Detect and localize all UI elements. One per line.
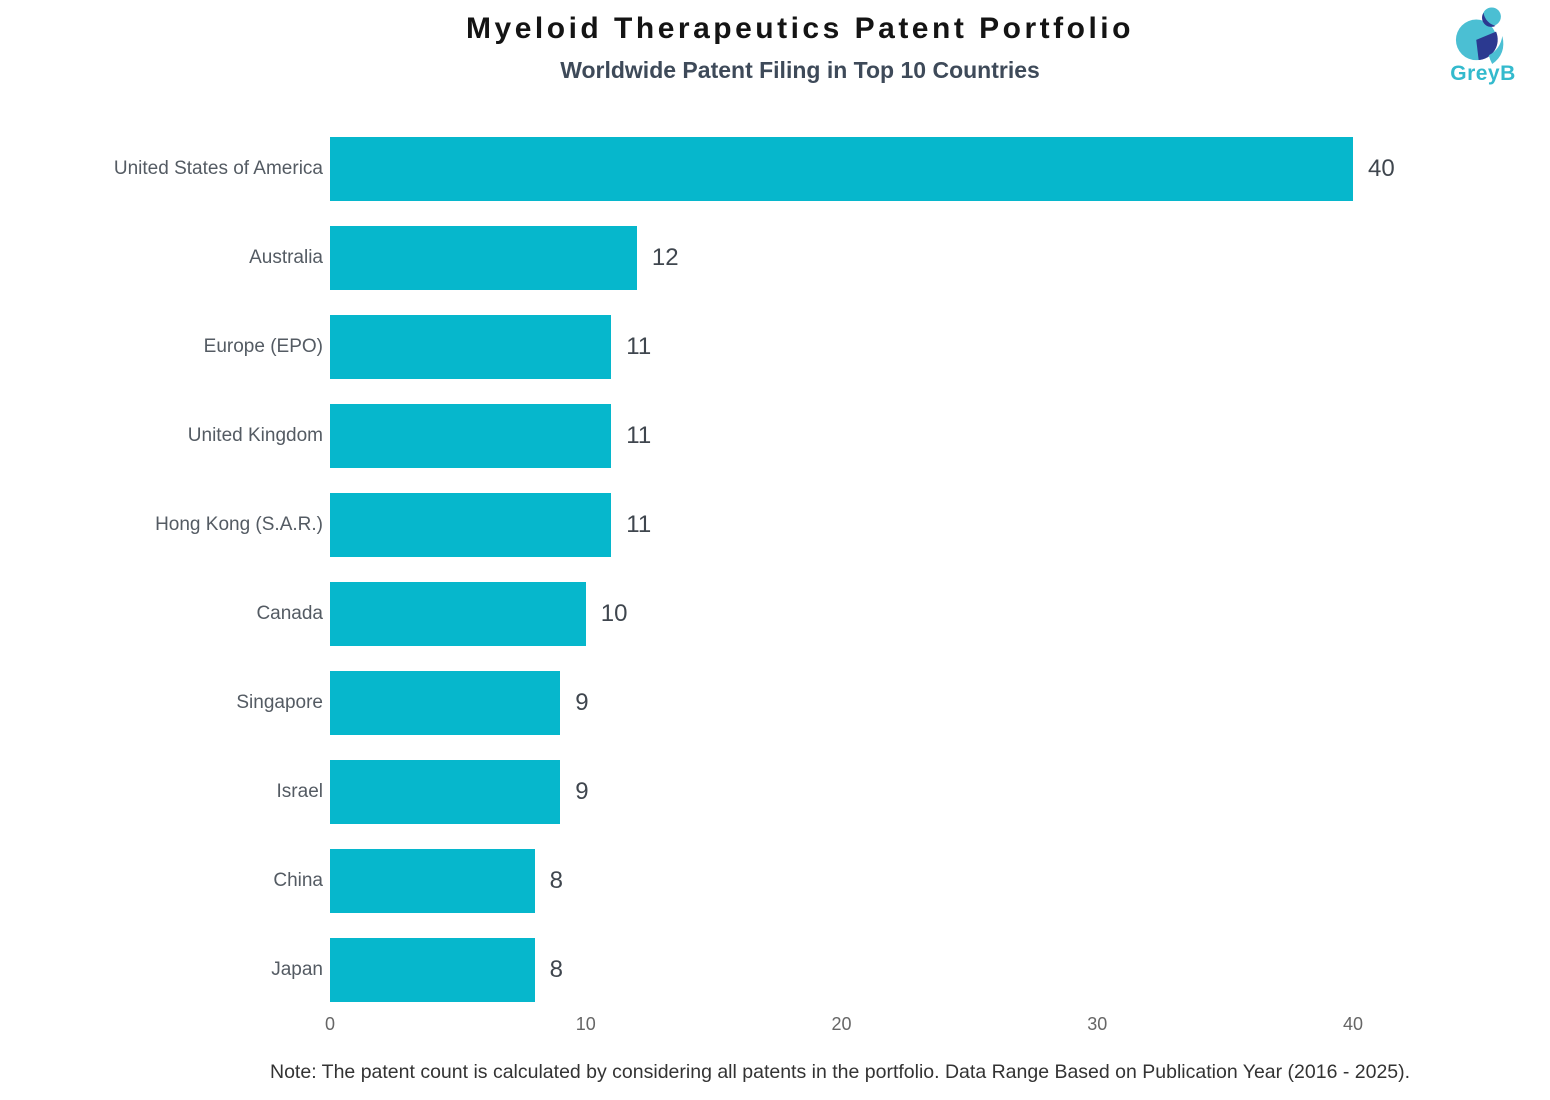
value-label: 11	[626, 510, 652, 538]
bar-track: 8	[330, 937, 563, 1002]
bar	[330, 492, 612, 557]
bar	[330, 848, 535, 913]
category-label: Singapore	[236, 691, 323, 713]
bar	[330, 670, 561, 735]
x-tick-label: 40	[1342, 1014, 1364, 1034]
chart-row: China 8	[0, 836, 1550, 925]
category-label: China	[273, 869, 323, 891]
bar-track: 11	[330, 314, 652, 379]
bar-track: 12	[330, 225, 679, 290]
value-label: 8	[549, 955, 563, 983]
category-label: Hong Kong (S.A.R.)	[155, 513, 323, 535]
bar-track: 10	[330, 581, 628, 646]
value-label: 11	[626, 421, 652, 449]
value-label: 9	[575, 688, 589, 716]
chart-row: Hong Kong (S.A.R.) 11	[0, 480, 1550, 569]
chart-row: United Kingdom 11	[0, 391, 1550, 480]
bar	[330, 225, 637, 290]
value-label: 11	[626, 332, 652, 360]
bar-track: 11	[330, 403, 652, 468]
chart-row: Canada 10	[0, 569, 1550, 658]
x-axis: 0 10 20 30 40	[325, 1014, 1363, 1040]
category-label: Japan	[271, 958, 323, 980]
bar-track: 8	[330, 848, 563, 913]
value-label: 12	[651, 243, 679, 271]
greyb-logo-icon	[1455, 7, 1504, 64]
bar	[330, 759, 561, 824]
bar-track: 9	[330, 759, 589, 824]
bar	[330, 314, 612, 379]
chart-row: Australia 12	[0, 213, 1550, 302]
chart-subtitle: Worldwide Patent Filing in Top 10 Countr…	[560, 57, 1040, 83]
chart-row: Singapore 9	[0, 658, 1550, 747]
chart-row: United States of America 40	[0, 124, 1550, 213]
category-label: Europe (EPO)	[203, 335, 323, 357]
category-label: Australia	[249, 246, 323, 268]
bar-track: 11	[330, 492, 652, 557]
x-tick-label: 30	[1087, 1014, 1108, 1034]
x-tick-label: 20	[831, 1014, 852, 1034]
value-label: 40	[1368, 154, 1395, 182]
category-label: Israel	[276, 780, 323, 802]
category-label: United Kingdom	[187, 424, 323, 446]
x-tick-label: 0	[324, 1014, 336, 1034]
chart-title: Myeloid Therapeutics Patent Portfolio	[466, 12, 1134, 45]
category-label: Canada	[256, 602, 323, 624]
value-label: 9	[575, 777, 589, 805]
bar-track: 9	[330, 670, 589, 735]
bar	[330, 136, 1353, 201]
value-label: 8	[549, 866, 563, 894]
chart-row: Israel 9	[0, 747, 1550, 836]
category-label: United States of America	[113, 157, 323, 179]
chart-row: Japan 8	[0, 925, 1550, 1014]
x-tick-label: 10	[575, 1014, 596, 1034]
greyb-logo-text: GreyB	[1450, 62, 1516, 85]
bar	[330, 403, 612, 468]
bar-track: 40	[330, 136, 1395, 201]
bar	[330, 581, 586, 646]
chart-row: Europe (EPO) 11	[0, 302, 1550, 391]
bar-chart: United States of America 40 Australia 12 Eur…	[0, 124, 1550, 1014]
bar	[330, 937, 535, 1002]
footnote: Note: The patent count is calculated by …	[270, 1061, 1411, 1083]
greyb-logo: GreyB	[1444, 6, 1522, 86]
value-label: 10	[600, 599, 628, 627]
